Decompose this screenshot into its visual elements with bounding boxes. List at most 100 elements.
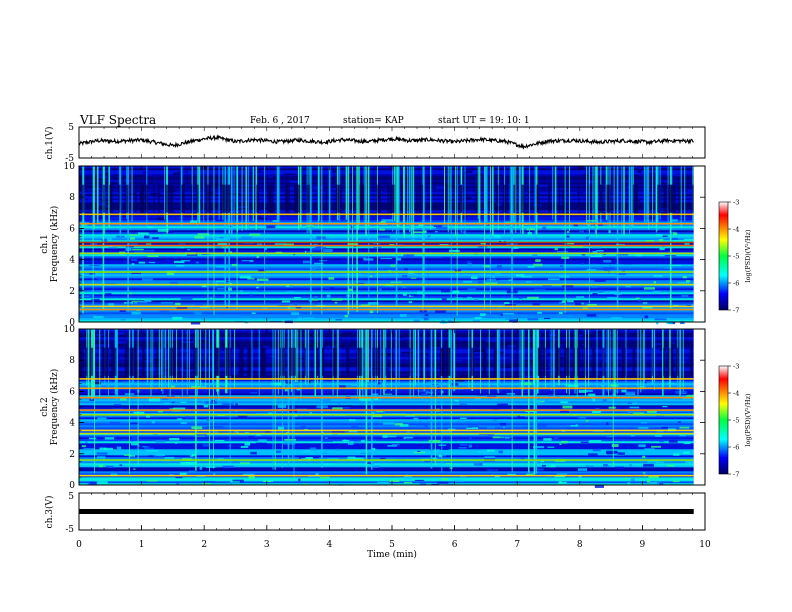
sferic-impulse <box>258 329 260 398</box>
spectral-texture <box>230 481 240 483</box>
spectral-texture <box>668 229 671 233</box>
spectral-texture <box>153 455 164 457</box>
spectral-texture <box>548 333 557 337</box>
sferic-impulse <box>181 329 183 401</box>
spectral-texture <box>325 436 328 440</box>
spectral-texture <box>583 167 594 171</box>
sferic-impulse <box>423 329 425 384</box>
sferic-impulse <box>655 166 657 227</box>
dark-notch <box>445 347 449 376</box>
freq-tick-label: 2 <box>69 450 75 460</box>
spectral-texture <box>376 410 383 412</box>
dark-notch <box>527 184 530 213</box>
spectral-texture <box>558 311 563 315</box>
spectral-texture <box>387 445 398 447</box>
dark-notch <box>377 184 380 213</box>
time-tick-label: 9 <box>640 540 646 550</box>
spectral-texture <box>99 447 107 450</box>
spectral-texture <box>632 333 638 337</box>
spectral-texture <box>256 243 263 246</box>
spectral-texture <box>249 233 261 237</box>
spectral-texture <box>125 295 129 297</box>
spectral-texture <box>180 260 191 262</box>
spectral-texture <box>85 441 88 443</box>
spectral-texture <box>664 267 673 269</box>
spectral-row <box>79 345 694 348</box>
spectral-texture <box>427 235 431 239</box>
sferic-impulse <box>94 166 95 229</box>
spectral-texture <box>361 439 365 443</box>
spectral-texture <box>106 465 114 469</box>
sferic-impulse <box>552 166 554 220</box>
spectral-texture <box>533 446 545 449</box>
dark-notch <box>79 347 82 376</box>
spectral-texture <box>613 359 623 362</box>
spectral-texture <box>655 343 662 346</box>
spectral-texture <box>542 226 546 230</box>
sferic-impulse <box>575 329 577 389</box>
spectral-row <box>79 455 694 458</box>
spectral-texture <box>274 243 286 245</box>
spectral-texture <box>623 263 633 265</box>
dark-notch <box>564 347 567 376</box>
spectral-texture <box>564 225 573 228</box>
dark-notch <box>503 184 507 213</box>
spectral-texture <box>175 476 183 479</box>
spectral-texture <box>269 320 282 323</box>
spectral-texture <box>609 265 612 268</box>
dark-notch <box>557 347 561 376</box>
spectral-row <box>79 341 694 344</box>
spectral-texture <box>592 385 596 388</box>
dark-notch <box>296 184 299 213</box>
spectral-texture <box>182 341 194 344</box>
spectral-texture <box>642 306 653 309</box>
spectral-texture <box>286 284 290 287</box>
dark-notch <box>163 347 166 376</box>
sferic-impulse <box>352 166 353 308</box>
time-tick-label: 5 <box>389 540 395 550</box>
spectral-texture <box>128 292 133 295</box>
spectral-texture <box>154 371 167 374</box>
spectral-texture <box>137 445 141 447</box>
sferic-impulse <box>314 329 317 397</box>
time-tick-label: 10 <box>699 540 711 550</box>
spectral-texture <box>504 303 517 307</box>
spectral-texture <box>570 425 577 427</box>
spectral-texture <box>578 416 586 419</box>
sferic-impulse <box>321 166 323 314</box>
spectral-texture <box>683 238 694 241</box>
spectral-texture <box>260 185 272 188</box>
spectral-texture <box>597 219 604 222</box>
spectral-texture <box>520 457 525 461</box>
spectral-texture <box>458 447 467 449</box>
spectral-row <box>79 453 694 456</box>
spectral-texture <box>366 446 369 450</box>
dark-notch <box>673 184 676 213</box>
ch1-ytick-top: 5 <box>68 123 74 133</box>
dark-notch <box>226 184 229 213</box>
spectral-texture <box>627 482 631 485</box>
spectral-texture <box>132 248 144 251</box>
spectral-texture <box>607 297 617 301</box>
spectral-texture <box>653 275 663 277</box>
spectral-texture <box>500 313 503 317</box>
date-label: Feb. 6 , 2017 <box>250 116 310 126</box>
spectral-texture <box>444 320 448 322</box>
spectral-texture <box>180 462 190 466</box>
sferic-impulse <box>519 329 521 388</box>
spectral-texture <box>586 269 597 271</box>
spectral-texture <box>217 242 228 246</box>
sferic-impulse <box>94 329 96 474</box>
spectral-texture <box>487 433 495 437</box>
sferic-impulse <box>195 329 197 471</box>
sferic-impulse <box>277 329 279 395</box>
spectral-texture <box>126 179 132 182</box>
dark-notch <box>632 347 636 376</box>
spectral-texture <box>134 196 144 199</box>
spectral-texture <box>309 412 312 414</box>
spectral-texture <box>87 197 96 201</box>
spectral-texture <box>413 319 420 322</box>
dark-notch <box>678 184 681 213</box>
spectral-texture <box>256 254 260 258</box>
